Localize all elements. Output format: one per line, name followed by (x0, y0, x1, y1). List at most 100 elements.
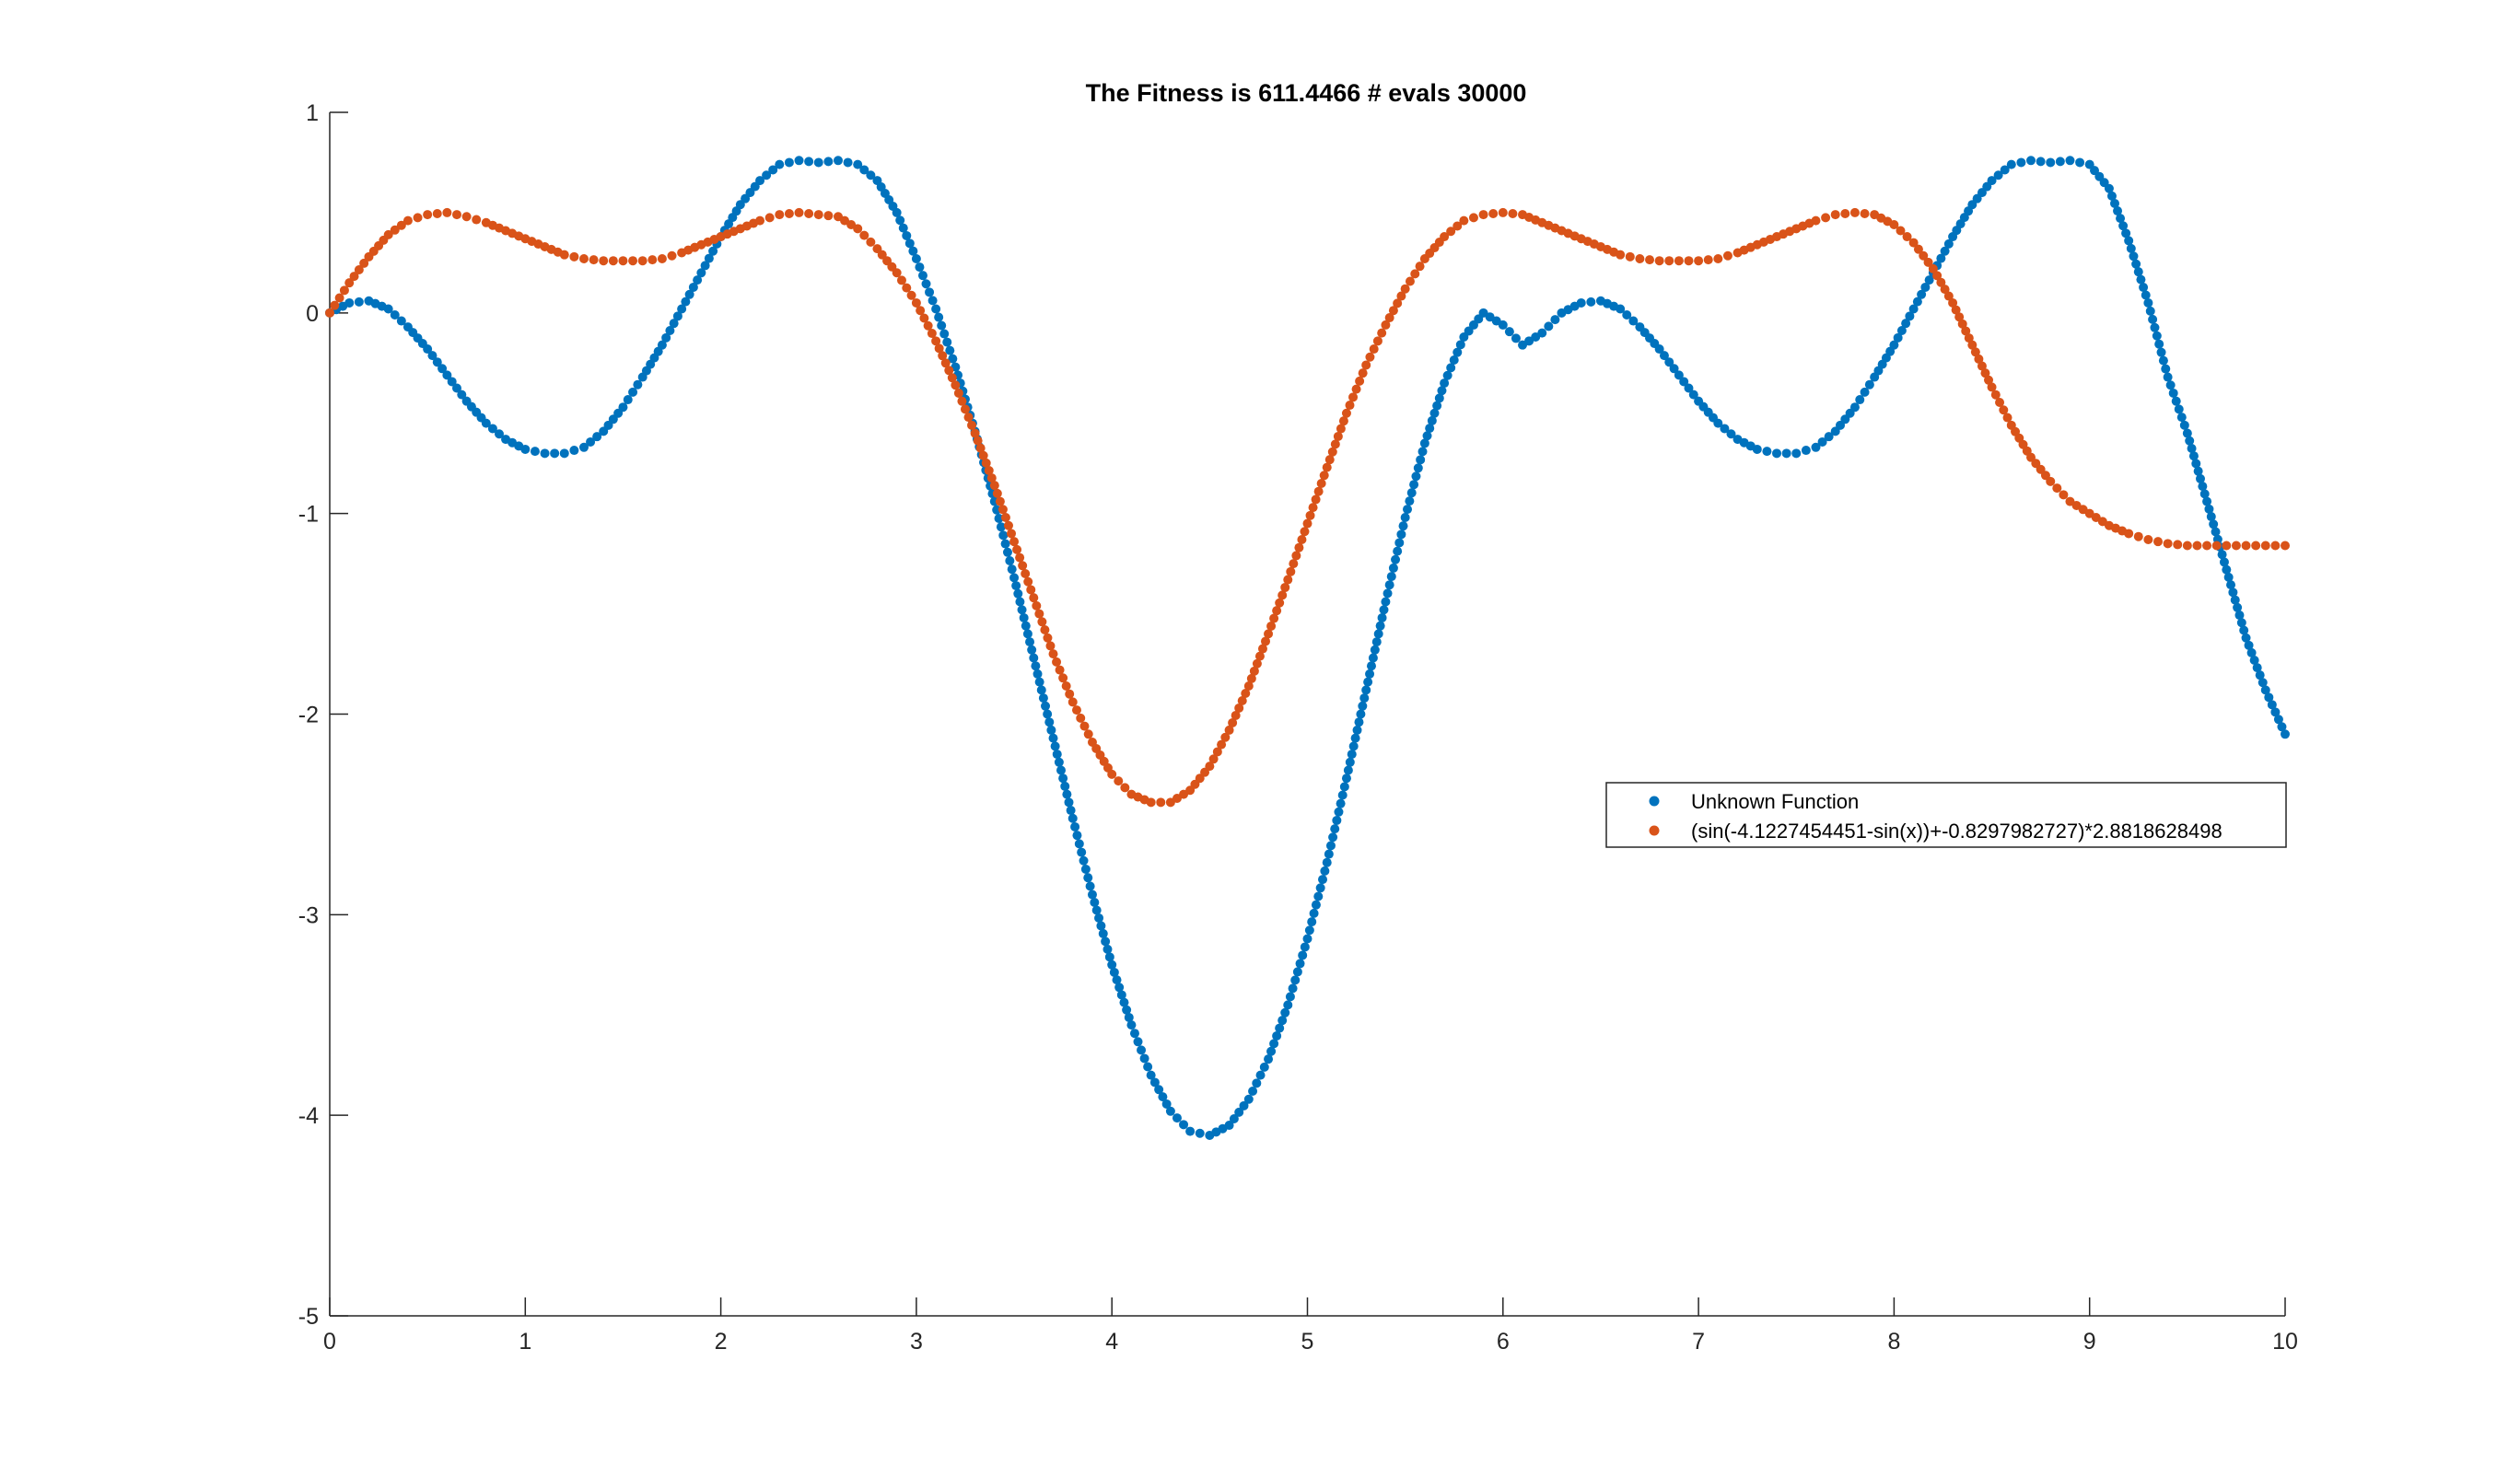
data-point (586, 436, 596, 447)
data-point (916, 306, 926, 316)
data-point (2281, 729, 2290, 739)
data-point (1369, 344, 1379, 355)
data-point (1400, 513, 1410, 523)
data-point (1403, 505, 1413, 515)
data-point (2199, 489, 2210, 499)
data-point (1048, 733, 1058, 743)
data-point (2126, 243, 2136, 253)
data-point (2065, 156, 2075, 166)
data-point (995, 496, 1005, 506)
data-point (1280, 582, 1290, 592)
data-point (1126, 1020, 1137, 1030)
data-point (1440, 232, 1450, 242)
data-point (934, 312, 944, 322)
data-point (2204, 504, 2214, 514)
data-point (2211, 527, 2221, 537)
data-point (383, 229, 393, 239)
data-point (1336, 798, 1346, 808)
data-point (1977, 361, 1987, 371)
data-point (1508, 209, 1518, 219)
data-point (2222, 541, 2232, 551)
data-point (623, 395, 633, 405)
data-point (1363, 677, 1373, 687)
data-point (344, 278, 355, 288)
data-point (859, 165, 869, 175)
data-point (1031, 661, 1041, 671)
x-tick-label: 9 (2083, 1329, 2096, 1355)
data-point (1896, 326, 1907, 336)
legend-marker (1649, 825, 1660, 836)
data-point (432, 209, 442, 219)
data-point (1094, 913, 1104, 923)
x-tick-label: 8 (1887, 1329, 1900, 1355)
data-point (2104, 183, 2114, 193)
data-point (978, 450, 988, 460)
data-point (1398, 521, 1408, 531)
data-point (1772, 448, 1782, 459)
data-point (1275, 1023, 1285, 1033)
data-point (494, 429, 504, 439)
data-point (2156, 347, 2166, 357)
data-point (1889, 340, 1899, 350)
data-point (648, 255, 658, 265)
data-point (1002, 547, 1012, 557)
data-point (1252, 658, 1262, 669)
data-point (2158, 355, 2168, 366)
data-point (1348, 392, 1359, 402)
data-point (1902, 232, 1912, 242)
data-point (1231, 710, 1241, 720)
data-point (1781, 448, 1791, 459)
data-point (520, 444, 531, 454)
x-tick-label: 10 (2272, 1329, 2298, 1355)
data-point (2055, 157, 2065, 167)
data-point (2124, 529, 2134, 539)
data-point (1908, 304, 1919, 314)
data-point (1046, 725, 1056, 735)
data-point (1664, 256, 1674, 266)
data-point (1752, 444, 1762, 454)
data-point (1158, 1092, 1168, 1102)
data-point (592, 432, 602, 442)
data-point (1371, 637, 1382, 647)
data-point (1083, 729, 1093, 739)
data-point (1291, 551, 1301, 561)
data-point (2150, 322, 2160, 332)
data-point (1361, 360, 1371, 370)
data-point (1179, 1120, 1189, 1130)
data-point (1361, 685, 1371, 695)
data-point (354, 264, 364, 274)
data-point (1849, 402, 1860, 413)
data-point (1912, 297, 1922, 307)
data-point (1449, 355, 1459, 366)
data-point (1348, 741, 1359, 751)
data-point (672, 311, 682, 321)
data-point (1146, 1070, 1156, 1080)
data-point (1266, 1046, 1277, 1056)
data-point (1146, 797, 1156, 808)
data-point (1272, 1030, 1282, 1041)
data-point (931, 304, 941, 314)
data-point (1313, 486, 1324, 496)
data-point (2222, 564, 2232, 575)
data-point (2255, 670, 2265, 680)
data-point (1377, 612, 1387, 622)
data-point (1684, 383, 1694, 393)
data-point (2228, 587, 2238, 598)
data-point (1849, 207, 1860, 217)
data-point (804, 209, 814, 219)
data-point (1149, 1077, 1160, 1087)
data-point (1116, 990, 1126, 1000)
data-point (892, 268, 902, 278)
data-point (1297, 534, 1307, 544)
data-point (1062, 789, 1072, 799)
x-tick-label: 5 (1301, 1329, 1314, 1355)
data-point (1269, 1039, 1279, 1049)
data-point (2163, 539, 2173, 549)
data-point (661, 332, 671, 343)
data-point (2124, 236, 2134, 246)
data-point (896, 275, 906, 285)
data-point (1015, 552, 1025, 563)
data-point (1332, 815, 1342, 825)
data-point (1343, 765, 1353, 775)
data-point (1459, 215, 1469, 226)
